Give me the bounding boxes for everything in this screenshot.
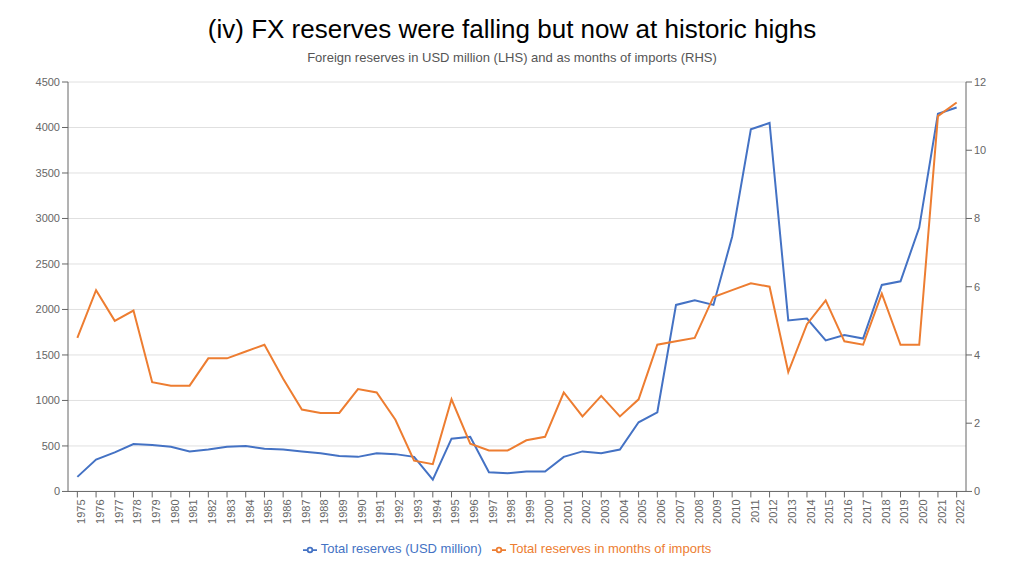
svg-text:1998: 1998: [505, 499, 517, 523]
svg-text:2010: 2010: [730, 499, 742, 523]
svg-text:2001: 2001: [562, 499, 574, 523]
svg-text:1985: 1985: [262, 499, 274, 523]
svg-text:1995: 1995: [449, 499, 461, 523]
html-text:(iv) FX reserves were falling: (iv) FX reserves were falling but now at…: [207, 14, 817, 44]
svg-text:1984: 1984: [244, 499, 256, 523]
svg-text:1980: 1980: [169, 499, 181, 523]
svg-text:1975: 1975: [75, 499, 87, 523]
svg-text:1996: 1996: [468, 499, 480, 523]
svg-text:1990: 1990: [356, 499, 368, 523]
svg-text:6: 6: [974, 281, 980, 293]
svg-text:2018: 2018: [880, 499, 892, 523]
svg-text:1000: 1000: [36, 394, 60, 406]
svg-text:2021: 2021: [936, 499, 948, 523]
svg-text:2005: 2005: [636, 499, 648, 523]
svg-text:1977: 1977: [113, 499, 125, 523]
svg-text:4000: 4000: [36, 121, 60, 133]
svg-text:2022: 2022: [954, 499, 966, 523]
svg-text:1992: 1992: [393, 499, 405, 523]
svg-text:1976: 1976: [94, 499, 106, 523]
svg-text:3000: 3000: [36, 212, 60, 224]
svg-text:2020: 2020: [917, 499, 929, 523]
svg-text:4500: 4500: [36, 76, 60, 88]
svg-text:2017: 2017: [861, 499, 873, 523]
svg-text:12: 12: [974, 76, 986, 88]
svg-text:1987: 1987: [300, 499, 312, 523]
svg-text:1994: 1994: [431, 499, 443, 523]
svg-text:2003: 2003: [599, 499, 611, 523]
svg-text:1988: 1988: [318, 499, 330, 523]
svg-text:1997: 1997: [487, 499, 499, 523]
svg-text:10: 10: [974, 144, 986, 156]
svg-text:8: 8: [974, 212, 980, 224]
svg-text:2009: 2009: [711, 499, 723, 523]
svg-text:2007: 2007: [674, 499, 686, 523]
svg-text:2500: 2500: [36, 258, 60, 270]
svg-text:2019: 2019: [898, 499, 910, 523]
svg-text:1999: 1999: [524, 499, 536, 523]
html-text:Total reserves in months of im: Total reserves in months of imports: [509, 541, 712, 557]
svg-text:2012: 2012: [767, 499, 779, 523]
svg-text:1986: 1986: [281, 499, 293, 523]
svg-text:2016: 2016: [842, 499, 854, 523]
svg-text:2004: 2004: [618, 499, 630, 523]
svg-text:1983: 1983: [225, 499, 237, 523]
svg-text:1979: 1979: [150, 499, 162, 523]
svg-text:1989: 1989: [337, 499, 349, 523]
svg-text:2011: 2011: [749, 499, 761, 523]
html-text:Total reserves (USD million): Total reserves (USD million): [320, 541, 482, 557]
svg-text:1981: 1981: [187, 499, 199, 523]
svg-text:2006: 2006: [655, 499, 667, 523]
svg-text:2014: 2014: [805, 499, 817, 523]
svg-text:2000: 2000: [36, 303, 60, 315]
svg-text:4: 4: [974, 349, 980, 361]
svg-text:1993: 1993: [412, 499, 424, 523]
svg-text:2002: 2002: [580, 499, 592, 523]
svg-text:0: 0: [974, 485, 980, 497]
svg-text:2000: 2000: [543, 499, 555, 523]
svg-text:1500: 1500: [36, 349, 60, 361]
svg-text:3500: 3500: [36, 167, 60, 179]
svg-text:2015: 2015: [823, 499, 835, 523]
svg-text:2008: 2008: [693, 499, 705, 523]
svg-text:1982: 1982: [206, 499, 218, 523]
svg-text:2: 2: [974, 417, 980, 429]
svg-text:500: 500: [42, 440, 60, 452]
svg-text:0: 0: [54, 485, 60, 497]
svg-text:2013: 2013: [786, 499, 798, 523]
html-text:Foreign reserves in USD millio: Foreign reserves in USD million (LHS) an…: [307, 50, 717, 65]
svg-text:1991: 1991: [374, 499, 386, 523]
svg-text:1978: 1978: [131, 499, 143, 523]
